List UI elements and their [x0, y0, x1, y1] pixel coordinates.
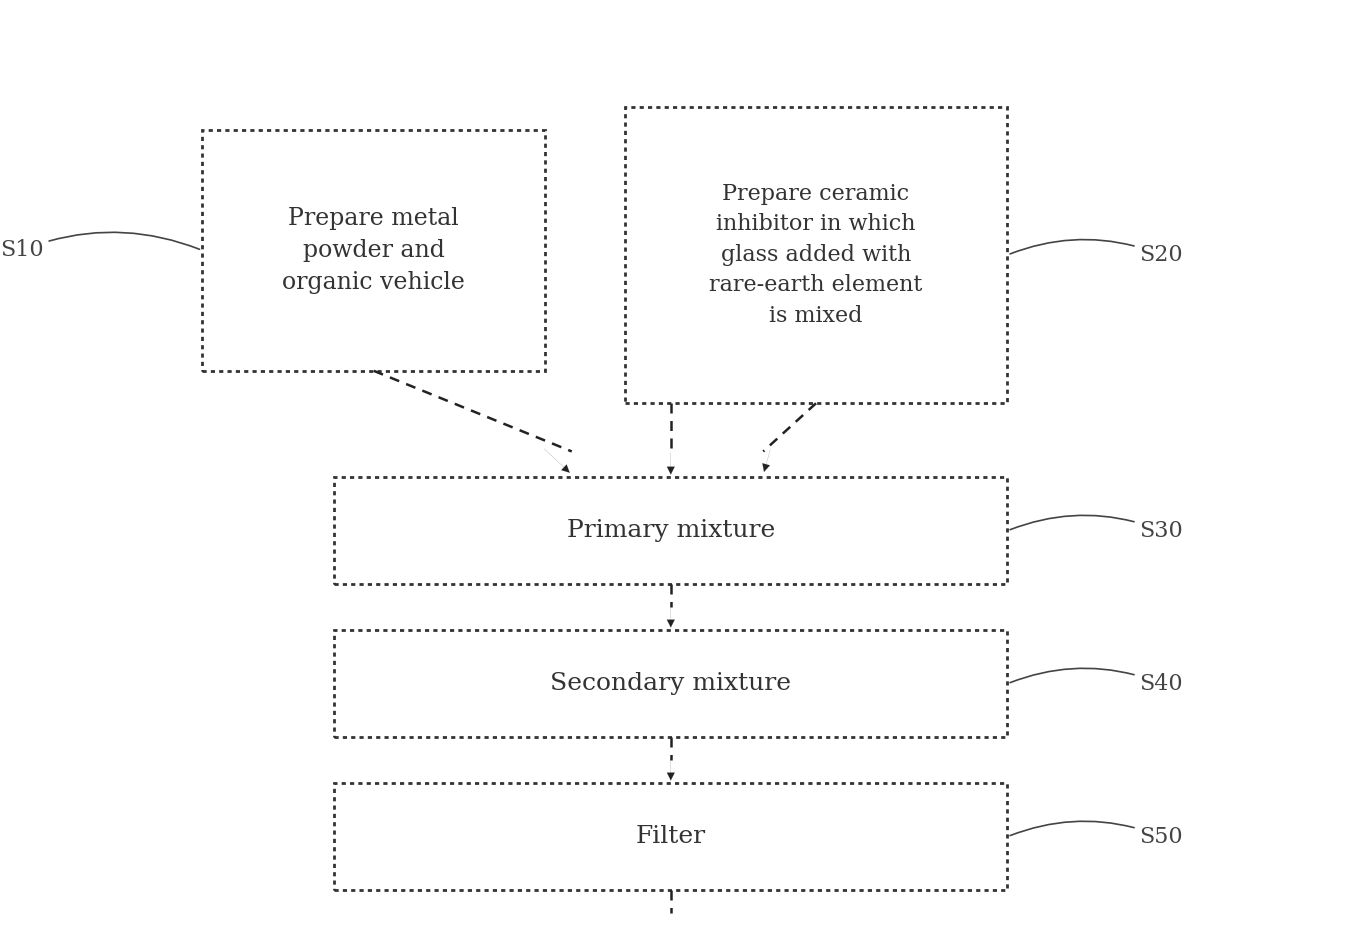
- FancyBboxPatch shape: [334, 630, 1008, 737]
- Text: S50: S50: [1011, 821, 1183, 847]
- Text: S20: S20: [1011, 239, 1183, 266]
- Text: Filter: Filter: [636, 825, 705, 848]
- Text: S30: S30: [1011, 515, 1184, 541]
- FancyBboxPatch shape: [202, 130, 546, 371]
- FancyBboxPatch shape: [334, 477, 1008, 584]
- Text: Prepare metal
powder and
organic vehicle: Prepare metal powder and organic vehicle: [282, 207, 465, 294]
- Text: S10: S10: [0, 233, 199, 261]
- FancyBboxPatch shape: [334, 783, 1008, 890]
- Text: Prepare ceramic
inhibitor in which
glass added with
rare-earth element
is mixed: Prepare ceramic inhibitor in which glass…: [709, 183, 922, 327]
- Text: Primary mixture: Primary mixture: [566, 519, 775, 542]
- Text: Secondary mixture: Secondary mixture: [550, 672, 791, 695]
- FancyBboxPatch shape: [625, 107, 1008, 403]
- Text: S40: S40: [1011, 668, 1183, 694]
